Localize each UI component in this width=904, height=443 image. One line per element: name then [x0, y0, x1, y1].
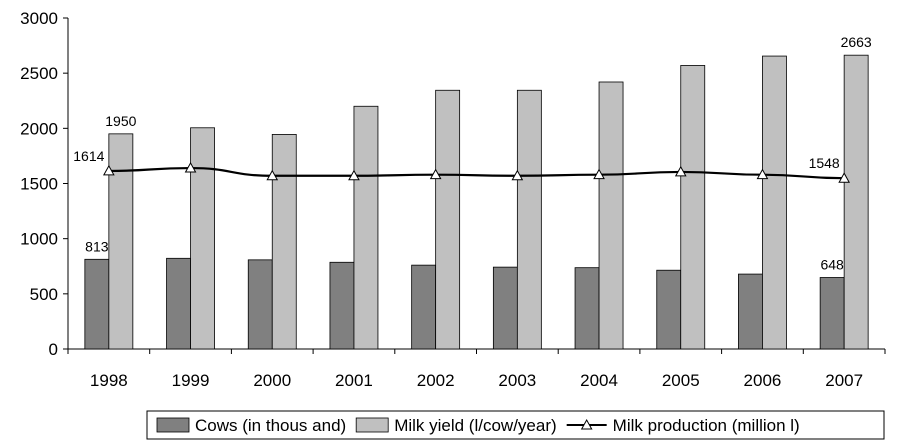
data-labels: 813 648 1950 2663 1614 1548: [73, 34, 872, 272]
x-tick-label: 2007: [825, 371, 863, 390]
y-tick-label: 1500: [20, 175, 58, 194]
bar-milk-yield: [598, 81, 624, 350]
bar-milk-yield: [271, 134, 297, 350]
x-tick-label: 1998: [90, 371, 128, 390]
bar-cows: [574, 267, 600, 350]
bar-cows: [166, 257, 191, 350]
legend: Cows (in thous and) Milk yield (l/cow/yea…: [146, 410, 885, 440]
milk-production-marker: [511, 169, 524, 181]
milk-production-marker: [756, 168, 769, 180]
data-label: 813: [85, 238, 109, 254]
milk-production-marker: [266, 169, 279, 181]
data-label: 2663: [841, 34, 872, 50]
bar-cows: [247, 259, 273, 350]
bar-milk-yield: [353, 105, 379, 350]
bar-milk-yield: [516, 89, 542, 350]
bars: [84, 54, 869, 350]
y-tick-label: 500: [30, 285, 58, 304]
bar-milk-yield: [108, 133, 134, 350]
milk-production-marker: [348, 169, 360, 181]
x-tick-label: 2006: [744, 371, 782, 390]
bar-cows: [738, 273, 763, 350]
bar-cows: [84, 258, 110, 350]
x-tick-label: 2003: [498, 371, 536, 390]
bar-cows: [492, 266, 518, 350]
line-series: [103, 162, 850, 183]
bar-cows: [329, 261, 355, 350]
milk-production-marker: [429, 168, 442, 180]
milk-production-marker: [674, 165, 687, 177]
bar-milk-yield: [435, 89, 461, 350]
bar-cows: [819, 277, 845, 350]
legend-swatch: [156, 417, 190, 433]
x-tick-label: 2001: [335, 371, 373, 390]
y-tick-label: 2000: [20, 119, 58, 138]
bar-cows: [656, 269, 682, 350]
legend-box: [146, 410, 885, 440]
legend-label: Cows (in thous and): [195, 416, 346, 435]
bar-cows: [411, 264, 437, 350]
x-tick-label: 1999: [172, 371, 210, 390]
milk-production-marker: [103, 164, 115, 176]
legend-swatch: [355, 417, 389, 433]
x-tick-label: 2000: [253, 371, 291, 390]
milk-production-marker: [838, 172, 850, 183]
data-label: 1950: [105, 113, 136, 129]
bar-milk-yield: [680, 65, 706, 350]
milk-production-marker: [593, 168, 605, 180]
legend-label: Milk yield (l/cow/year): [394, 416, 556, 435]
x-tick-label: 2004: [580, 371, 618, 390]
bar-milk-yield: [190, 127, 215, 350]
bar-milk-yield: [762, 55, 787, 350]
data-label: 1614: [73, 148, 104, 164]
data-label: 648: [820, 257, 844, 273]
milk-production-marker: [184, 162, 197, 173]
legend-marker: [580, 418, 593, 430]
y-tick-label: 3000: [20, 9, 58, 28]
legend-label: Milk production (million l): [613, 416, 800, 435]
y-tick-label: 1000: [20, 230, 58, 249]
axes: 0 500 1000 1500 2000 2500 3000 1998 1999 2000 2001…: [20, 9, 886, 390]
y-tick-label: 2500: [20, 64, 58, 83]
y-tick-label: 0: [49, 340, 58, 359]
milk-production-line: [108, 166, 845, 180]
x-tick-label: 2005: [662, 371, 700, 390]
data-label: 1548: [809, 155, 840, 171]
bar-milk-yield: [843, 54, 869, 350]
x-tick-label: 2002: [417, 371, 455, 390]
